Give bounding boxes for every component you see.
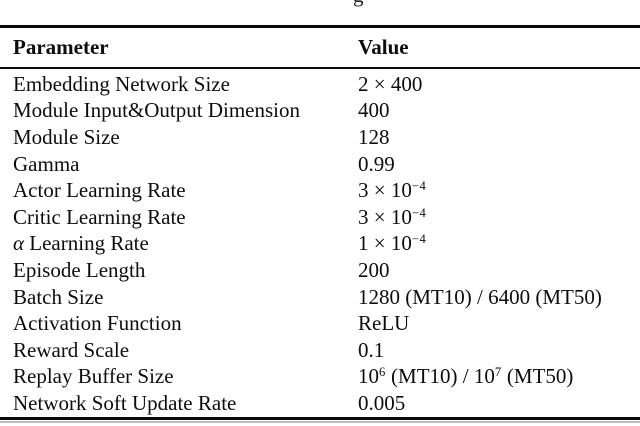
value-cell: 3 × 10−4 bbox=[358, 178, 427, 203]
table-row: Embedding Network Size 2 × 400 bbox=[0, 71, 640, 98]
hyperparameters-table: Parameter Value Embedding Network Size 2… bbox=[0, 25, 640, 423]
value-cell: 0.005 bbox=[358, 390, 406, 415]
value-cell: 0.1 bbox=[358, 337, 385, 362]
table-row: Critic Learning Rate 3 × 10−4 bbox=[0, 204, 640, 231]
value-cell: 3 × 10−4 bbox=[358, 204, 427, 229]
table-header-row: Parameter Value bbox=[0, 28, 640, 67]
table-bottom-rule-shadow bbox=[0, 420, 640, 423]
parameter-cell: Actor Learning Rate bbox=[13, 178, 186, 203]
table-row: Gamma 0.99 bbox=[0, 151, 640, 178]
table-row: Module Input&Output Dimension 400 bbox=[0, 98, 640, 125]
parameter-cell: Network Soft Update Rate bbox=[13, 390, 237, 415]
value-cell: 106 (MT10) / 107 (MT50) bbox=[358, 364, 574, 389]
value-cell: 1280 (MT10) / 6400 (MT50) bbox=[358, 284, 602, 309]
table-row: Replay Buffer Size 106 (MT10) / 107 (MT5… bbox=[0, 364, 640, 391]
table-row: Batch Size 1280 (MT10) / 6400 (MT50) bbox=[0, 284, 640, 311]
value-cell: 0.99 bbox=[358, 151, 395, 176]
table-mid-rule bbox=[0, 67, 640, 69]
parameter-cell: Episode Length bbox=[13, 257, 146, 282]
table-row: Reward Scale 0.1 bbox=[0, 337, 640, 364]
parameter-cell: Replay Buffer Size bbox=[13, 364, 174, 389]
value-cell: 1 × 10−4 bbox=[358, 231, 427, 256]
table-row: Activation Function ReLU bbox=[0, 310, 640, 337]
parameter-cell: α Learning Rate bbox=[13, 231, 149, 256]
value-cell: ReLU bbox=[358, 311, 410, 336]
parameter-cell: Module Input&Output Dimension bbox=[13, 98, 300, 123]
table-row: α Learning Rate 1 × 10−4 bbox=[0, 231, 640, 258]
table-body: Embedding Network Size 2 × 400 Module In… bbox=[0, 69, 640, 417]
table-row: Episode Length 200 bbox=[0, 257, 640, 284]
parameter-cell: Gamma bbox=[13, 151, 80, 176]
parameter-cell: Critic Learning Rate bbox=[13, 204, 186, 229]
parameter-cell: Module Size bbox=[13, 124, 120, 149]
table-top-rule bbox=[0, 25, 640, 28]
parameter-cell: Embedding Network Size bbox=[13, 71, 230, 96]
header-parameter-label: Parameter bbox=[13, 35, 109, 59]
parameter-cell: Activation Function bbox=[13, 311, 182, 336]
value-cell: 400 bbox=[358, 98, 390, 123]
value-cell: 2 × 400 bbox=[358, 71, 423, 96]
table-bottom-rule bbox=[0, 416, 640, 420]
header-value-label: Value bbox=[358, 35, 409, 59]
table-row: Network Soft Update Rate 0.005 bbox=[0, 390, 640, 417]
value-cell: 200 bbox=[358, 257, 390, 282]
table-row: Module Size 128 bbox=[0, 124, 640, 151]
parameter-cell: Reward Scale bbox=[13, 337, 130, 362]
table-row: Actor Learning Rate 3 × 10−4 bbox=[0, 177, 640, 204]
cropped-caption-fragment: g bbox=[353, 0, 364, 6]
value-cell: 128 bbox=[358, 124, 390, 149]
parameter-cell: Batch Size bbox=[13, 284, 104, 309]
